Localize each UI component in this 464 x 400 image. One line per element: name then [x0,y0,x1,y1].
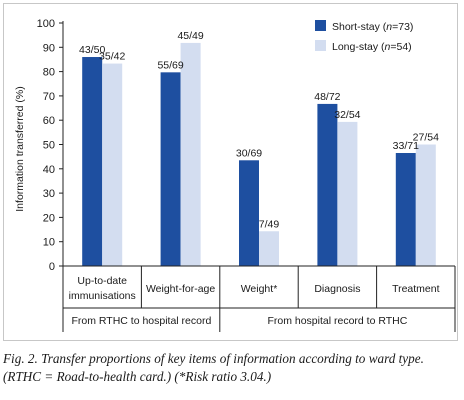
y-tick-label: 20 [43,212,55,224]
bar-data-label: 32/54 [334,109,360,121]
y-axis-label: Information transferred (%) [14,86,26,211]
bar-long-stay [337,121,358,266]
bar-data-label: 43/50 [79,44,105,56]
bar-short-stay [160,72,181,266]
caption-line-2: (RTHC = Road-to-health card.) (*Risk rat… [3,369,272,384]
legend-label-n: n [385,41,391,53]
bar-short-stay [395,153,416,266]
x-category-label: Weight* [241,283,278,295]
x-category-label: Treatment [392,283,440,295]
x-category-label: Diagnosis [314,283,360,295]
bar-short-stay [317,103,338,266]
bar-data-label: 55/69 [157,59,183,71]
bar-long-stay [415,144,436,266]
y-tick-label: 100 [37,18,55,30]
x-category-label: Up-to-date [77,275,127,287]
bar-data-label: 48/72 [314,91,340,103]
legend-label-prefix: Long-stay ( [332,41,385,53]
figure-caption: Fig. 2. Transfer proportions of key item… [3,350,461,386]
bar-data-label: 35/42 [99,51,125,63]
bar-data-label: 7/49 [259,218,280,230]
y-tick-label: 60 [43,115,55,127]
legend-label-suffix: =54) [390,41,411,53]
y-tick-label: 80 [43,67,55,79]
caption-line-1: Fig. 2. Transfer proportions of key item… [3,351,424,366]
bar-long-stay [180,42,201,267]
bar-data-label: 45/49 [177,30,203,42]
bar-short-stay [239,160,259,266]
legend-label: Short-stay (n=73) [332,21,413,33]
bar-chart: 0 10 20 30 40 50 60 70 80 90 100 43/50 55/69 30/69 48… [14,18,456,332]
y-tick-label: 50 [43,140,55,152]
group-label: From RTHC to hospital record [71,315,211,327]
y-tick-label: 90 [43,42,55,54]
y-tick-label: 40 [43,164,55,176]
legend-swatch-short-stay [315,20,326,31]
bar-long-stay [259,231,279,266]
bar-data-label: 27/54 [413,132,439,144]
bar-data-label: 30/69 [236,147,262,159]
legend-label-suffix: =73) [392,21,413,33]
bar-short-stay [82,57,103,266]
y-tick-label: 30 [43,188,55,200]
legend-label-n: n [386,21,392,33]
chart-frame: 0 10 20 30 40 50 60 70 80 90 100 43/50 55/69 30/69 48… [3,3,458,341]
bar-long-stay [102,63,123,267]
group-label: From hospital record to RTHC [267,315,407,327]
y-tick-label: 0 [49,261,55,273]
legend-label-prefix: Short-stay ( [332,21,387,33]
legend-swatch-long-stay [315,40,326,51]
bar-data-label: 33/71 [393,140,419,152]
y-tick-label: 70 [43,91,55,103]
x-category-label: Weight-for-age [146,283,215,295]
y-tick-label: 10 [43,237,55,249]
legend-label: Long-stay (n=54) [332,41,412,53]
x-category-label: immunisations [69,290,136,302]
